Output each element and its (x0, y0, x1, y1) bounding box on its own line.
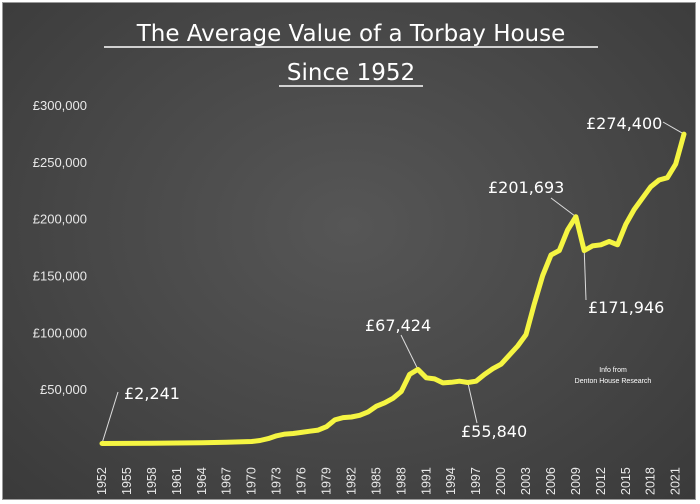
y-tick-label: £300,000 (33, 98, 87, 113)
annotation-connector (101, 391, 119, 444)
x-axis: 1952 1955 1958 1961 1964 1967 1970 1973 1976 1979… (95, 467, 683, 495)
x-tick-label: 1985 (369, 467, 383, 495)
y-tick-label: £200,000 (33, 212, 87, 227)
annotation-label: £2,241 (124, 384, 180, 403)
x-tick-label: 2012 (594, 467, 608, 495)
annotations: £2,241 £67,424 £55,840 £201,693 £171,946 £274… (124, 114, 664, 441)
x-tick-label: 1958 (145, 467, 159, 495)
x-tick-label: 1964 (195, 467, 209, 495)
x-tick-label: 1961 (170, 467, 184, 495)
x-tick-label: 1970 (245, 467, 259, 495)
x-tick-label: 1979 (319, 467, 333, 495)
y-tick-label: £100,000 (33, 325, 87, 340)
chart-svg: The Average Value of a Torbay House Sinc… (33, 21, 687, 495)
annotation-label: £171,946 (588, 298, 664, 317)
annotation-connector (662, 121, 685, 135)
annotation-connector (467, 382, 478, 424)
x-tick-label: 1952 (95, 467, 109, 495)
x-tick-label: 2021 (669, 467, 683, 495)
chart-title-line2: Since 1952 (287, 60, 415, 86)
annotation-connector (550, 197, 577, 218)
x-tick-label: 1967 (220, 467, 234, 495)
x-tick-label: 2003 (519, 467, 533, 495)
y-tick-label: £150,000 (33, 269, 87, 284)
x-tick-label: 2018 (644, 467, 658, 495)
annotation-connector (583, 250, 587, 301)
x-tick-label: 1955 (120, 467, 134, 495)
x-tick-label: 2000 (494, 467, 508, 495)
x-tick-label: 2015 (619, 467, 633, 495)
x-tick-label: 1991 (419, 467, 433, 495)
annotation-label: £201,693 (488, 178, 564, 197)
source-note-line2: Denton House Research (575, 378, 652, 385)
annotation-connectors (101, 121, 685, 444)
x-tick-label: 1994 (444, 467, 458, 495)
y-tick-label: £50,000 (40, 382, 87, 397)
annotation-connector (400, 334, 419, 370)
x-tick-label: 2006 (544, 467, 558, 495)
x-tick-label: 2009 (569, 467, 583, 495)
chart-title-line1: The Average Value of a Torbay House (136, 21, 566, 47)
source-note-line1: Info from (599, 367, 627, 374)
x-tick-label: 1988 (394, 467, 408, 495)
annotation-label: £274,400 (586, 114, 662, 133)
x-tick-label: 1973 (270, 467, 284, 495)
x-tick-label: 1976 (295, 467, 309, 495)
x-tick-label: 1997 (469, 467, 483, 495)
annotation-label: £55,840 (461, 422, 527, 441)
chart-frame: The Average Value of a Torbay House Sinc… (2, 2, 696, 500)
y-axis: £50,000 £100,000 £150,000 £200,000 £250,000 £… (33, 98, 87, 397)
series-line (99, 131, 687, 446)
annotation-label: £67,424 (365, 316, 431, 335)
y-tick-label: £250,000 (33, 155, 87, 170)
x-tick-label: 1982 (344, 467, 358, 495)
